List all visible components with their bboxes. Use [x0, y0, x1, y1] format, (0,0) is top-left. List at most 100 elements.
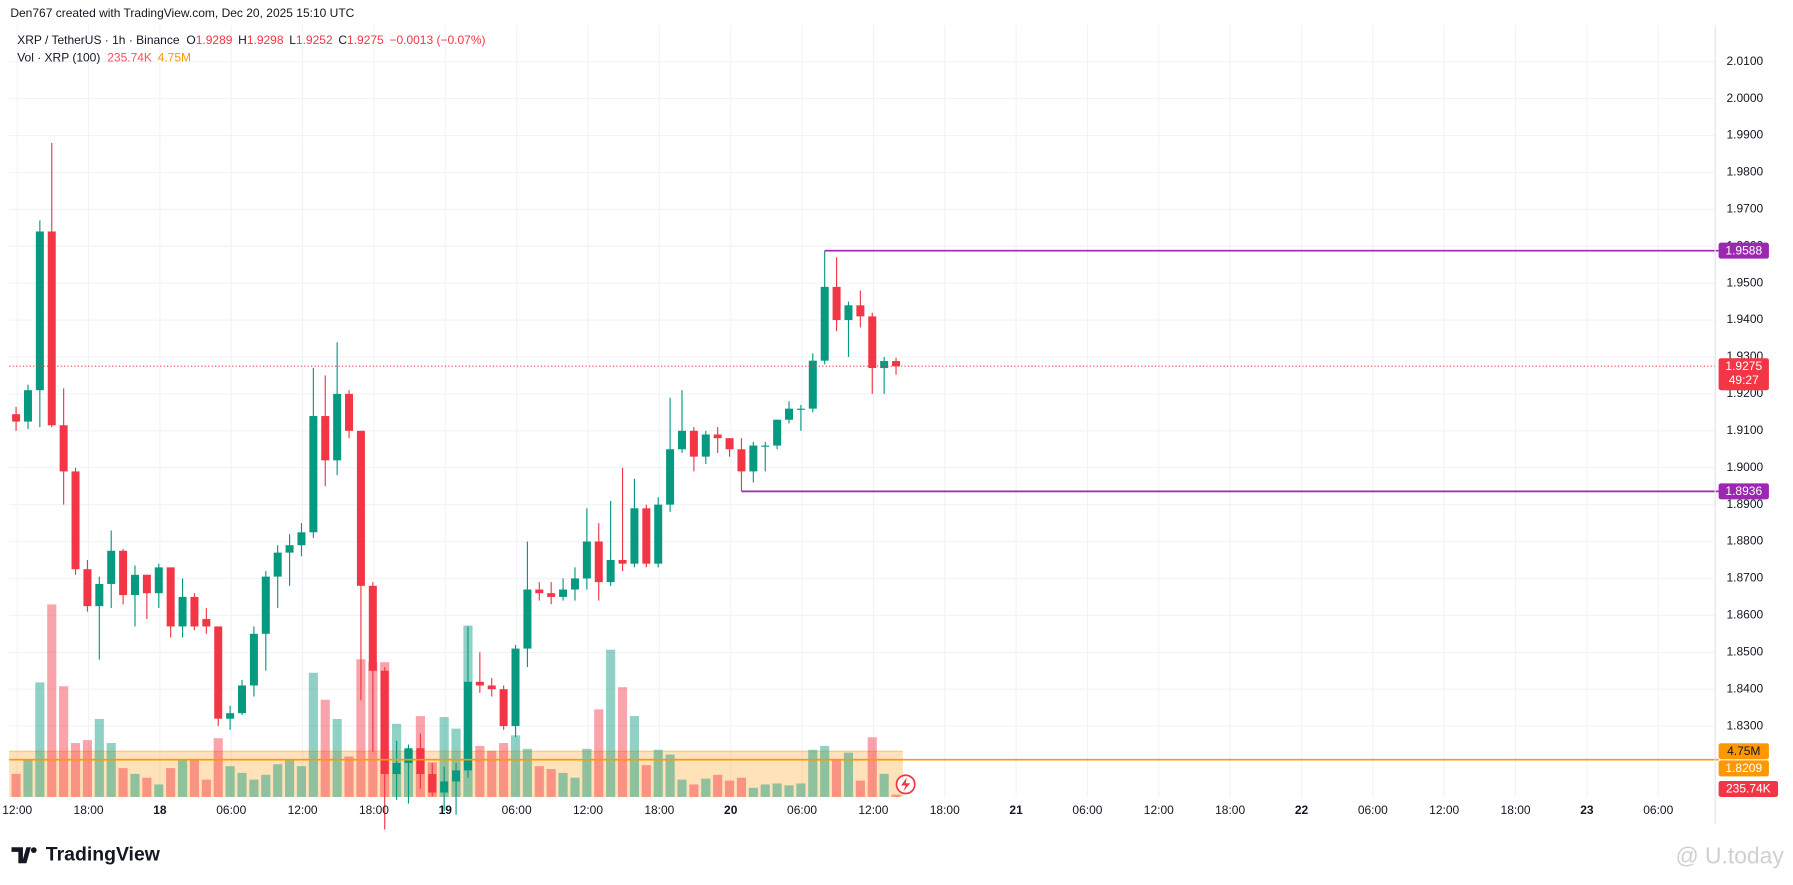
candle-body: [713, 434, 722, 439]
y-tick-label: 1.9100: [1727, 423, 1764, 437]
candle-body: [178, 596, 187, 627]
candle-body: [582, 541, 591, 579]
candle-body: [166, 567, 175, 627]
candle-body: [796, 408, 805, 410]
candle-body: [701, 434, 710, 457]
volume-ma-badge: [1718, 743, 1769, 760]
x-tick-label: 06:00: [1643, 803, 1673, 817]
volume-bar: [760, 784, 770, 797]
volume-bar: [499, 743, 509, 797]
volume-bar: [748, 787, 758, 797]
volume-bar: [11, 773, 21, 797]
volume-bar: [475, 745, 485, 797]
levels: [9, 249, 1719, 761]
volume-bar: [594, 709, 604, 797]
last-price-label: 1.9275: [1725, 359, 1762, 373]
candle-body: [523, 589, 532, 649]
candle-body: [238, 685, 247, 714]
volume-bar: [832, 760, 842, 797]
candle-body: [83, 569, 92, 607]
legend-volume: Vol · XRP (100) 235.74K 4.75M: [17, 50, 191, 64]
volume-bar: [142, 777, 152, 797]
volume-bar: [166, 768, 176, 797]
x-tick-label: 06:00: [502, 803, 532, 817]
y-tick-label: 1.9700: [1727, 202, 1764, 216]
volume-bar: [201, 779, 211, 797]
logo-mark: [11, 847, 31, 864]
volume-bar: [261, 774, 271, 797]
candle-body: [773, 419, 782, 446]
legend-ohlc: XRP / TetherUS · 1h · Binance O1.9289 H1.9…: [17, 33, 485, 47]
y-tick-label: 1.9900: [1727, 128, 1764, 142]
brand-name: TradingView: [46, 843, 161, 865]
candle-body: [737, 449, 746, 472]
x-tick-label: 19: [439, 803, 453, 817]
x-tick-label: 18:00: [1501, 803, 1531, 817]
volume-bar: [487, 750, 497, 797]
volume-bar: [677, 779, 687, 797]
volume-bar: [106, 743, 116, 797]
x-tick-label: 06:00: [1072, 803, 1102, 817]
candle-body: [202, 619, 211, 627]
candle-body: [749, 445, 758, 472]
countdown: 49:27: [1729, 373, 1759, 387]
volume-title: Vol · XRP (100): [17, 50, 100, 64]
volume-bar: [82, 740, 92, 797]
volume-bar: [879, 773, 889, 797]
watermark: @ U.today: [1675, 843, 1784, 869]
volume-bar: [296, 766, 307, 797]
candle-body: [23, 390, 32, 422]
y-tick-label: 1.8900: [1727, 497, 1764, 511]
candle-body: [321, 416, 330, 461]
symbol: XRP / TetherUS · 1h · Binance: [17, 33, 180, 47]
candle-body: [190, 596, 199, 627]
candle-body: [785, 408, 794, 420]
x-tick-label: 06:00: [787, 803, 817, 817]
candle-body: [820, 286, 829, 361]
candle-body: [368, 585, 377, 671]
x-tick-label: 18: [153, 803, 167, 817]
x-tick-label: 20: [724, 803, 738, 817]
level-badge: [1718, 760, 1769, 777]
y-tick-label: 1.9800: [1727, 165, 1764, 179]
candle-body: [808, 360, 817, 409]
volume-bar: [570, 777, 580, 797]
volume-bar: [356, 659, 366, 797]
high-label: H: [238, 33, 247, 47]
candle-body: [559, 589, 568, 597]
candle-body: [606, 559, 615, 583]
candle-body: [618, 559, 627, 564]
candle-body: [487, 685, 496, 690]
candle-body: [654, 504, 663, 564]
level-label: 1.8936: [1725, 484, 1762, 498]
volume-bar: [796, 783, 806, 797]
x-tick-label: 23: [1580, 803, 1594, 817]
candle-body: [666, 449, 675, 505]
candle-body: [594, 541, 603, 583]
candle-body: [285, 545, 294, 553]
candle-body: [95, 583, 104, 607]
candle-body: [356, 430, 365, 586]
volume-bar: [522, 748, 532, 797]
candle-body: [261, 576, 270, 634]
y-tick-label: 1.8300: [1727, 718, 1764, 732]
volume-bar: [23, 760, 33, 797]
candle-body: [677, 430, 686, 450]
volume-bar: [606, 649, 616, 797]
volume-bar: [653, 749, 663, 797]
change: −0.0013 (−0.07%): [389, 33, 485, 47]
volume-bar: [273, 764, 283, 797]
candle-body: [380, 670, 389, 775]
volume-bar: [855, 780, 865, 797]
volume-bar: [237, 772, 247, 797]
y-tick-label: 2.0100: [1727, 54, 1764, 68]
candle-body: [570, 578, 579, 590]
x-tick-label: 12:00: [1429, 803, 1459, 817]
open-label: O: [186, 33, 195, 47]
level-label: 1.8209: [1725, 761, 1762, 775]
close-label: C: [338, 33, 347, 47]
volume-bar: [843, 752, 854, 797]
